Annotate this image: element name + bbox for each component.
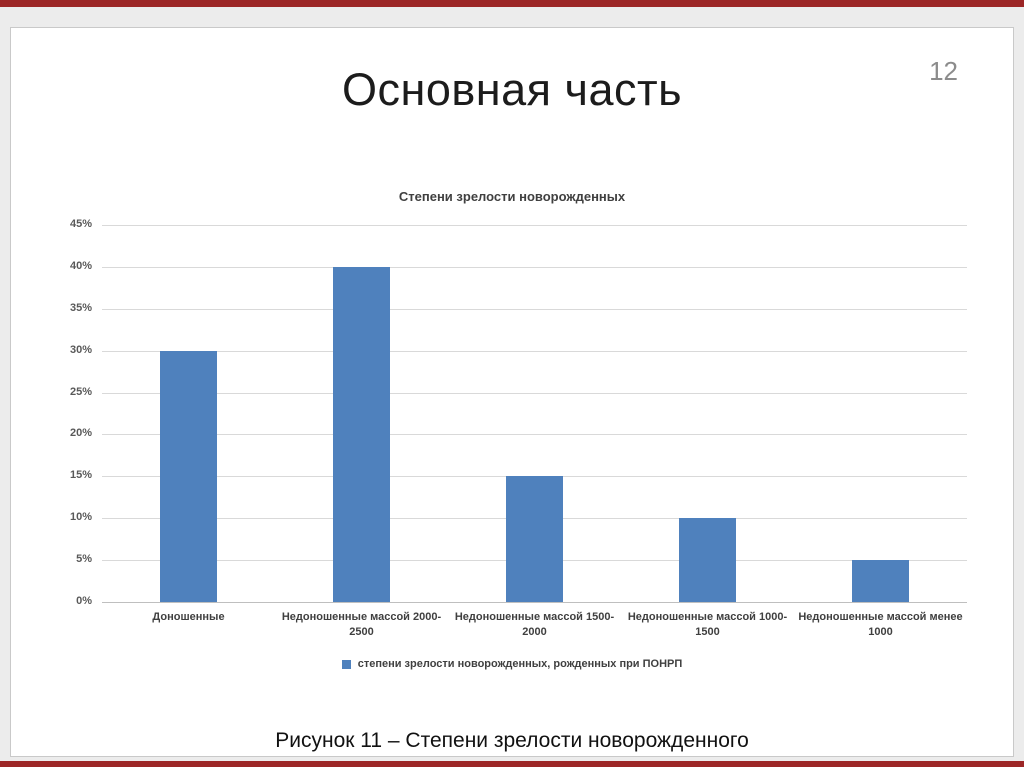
- bottom-accent-bar: [0, 761, 1024, 767]
- bar-slot: [621, 518, 794, 602]
- top-accent-bar: [0, 0, 1024, 7]
- bars-group: [102, 225, 967, 602]
- gridline: [102, 225, 967, 226]
- page-number: 12: [929, 56, 958, 86]
- slide: 12 Основная часть Степени зрелости новор…: [10, 27, 1014, 757]
- y-tick-label: 45%: [69, 218, 92, 230]
- y-tick-label: 25%: [69, 385, 92, 398]
- bar-2: [333, 266, 390, 602]
- bar-chart: Степени зрелости новорожденных 0% 5% 10% 15…: [57, 188, 967, 670]
- bar-slot: [448, 476, 621, 602]
- y-tick-label: 35%: [69, 301, 92, 314]
- bar-slot: [794, 560, 967, 602]
- x-axis-label: Недоношенные массой менее 1000: [798, 611, 963, 638]
- x-axis-labels: Доношенные Недоношенные массой 2000-2500 Н…: [102, 602, 967, 640]
- y-tick-label: 15%: [69, 469, 92, 482]
- x-axis-label: Недоношенные массой 1000-1500: [627, 611, 788, 638]
- chart-title: Степени зрелости новорожденных: [398, 189, 626, 204]
- y-tick-label: 30%: [69, 343, 92, 356]
- chart-legend: степени зрелости новорожденных, рожденны…: [57, 658, 967, 670]
- bar-3: [506, 476, 563, 602]
- gridline: [102, 308, 967, 310]
- x-axis-label: Недоношенные массой 1500-2000: [454, 611, 615, 638]
- bar-5: [852, 560, 909, 602]
- y-tick-label: 5%: [76, 553, 92, 566]
- gridline: [102, 350, 967, 352]
- bar-slot: [275, 266, 448, 602]
- x-axis-label: Недоношенные массой 2000-2500: [281, 611, 442, 638]
- y-tick-label: 20%: [69, 427, 92, 440]
- x-axis-label: Доношенные: [152, 611, 225, 623]
- gridline: [102, 602, 967, 603]
- bar-slot: [102, 350, 275, 602]
- y-axis: 0% 5% 10% 15% 20% 25% 30% 35% 40% 45%: [57, 218, 102, 607]
- plot-area: [102, 225, 967, 603]
- legend-label: степени зрелости новорожденных, рожденны…: [357, 658, 683, 670]
- legend-swatch-icon: [341, 659, 351, 669]
- slide-title: Основная часть: [341, 64, 683, 115]
- gridline: [102, 392, 967, 394]
- y-tick-label: 10%: [69, 511, 92, 524]
- figure-caption: Рисунок 11 – Степени зрелости новорожден…: [275, 729, 749, 752]
- y-tick-label: 0%: [76, 595, 92, 607]
- bar-1: [160, 350, 217, 602]
- bar-4: [679, 518, 736, 602]
- plot-row: 0% 5% 10% 15% 20% 25% 30% 35% 40% 45%: [57, 218, 967, 607]
- gridline: [102, 266, 967, 268]
- gridline: [102, 434, 967, 436]
- y-tick-label: 40%: [69, 259, 92, 272]
